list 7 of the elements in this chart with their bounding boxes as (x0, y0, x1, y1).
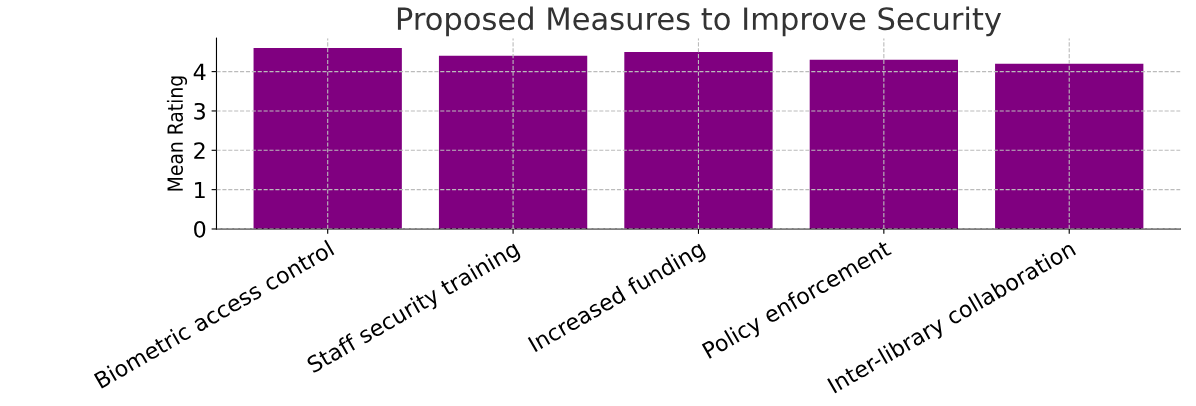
y-tick-label: 0 (194, 220, 206, 238)
chart-title: Proposed Measures to Improve Security (397, 6, 1002, 37)
y-axis-title: Mean Rating (166, 76, 188, 191)
y-tick-label: 2 (194, 142, 205, 159)
y-tick-label: 1 (195, 181, 205, 199)
y-tick-label: 3 (194, 102, 205, 120)
y-tick-label: 4 (193, 63, 206, 81)
